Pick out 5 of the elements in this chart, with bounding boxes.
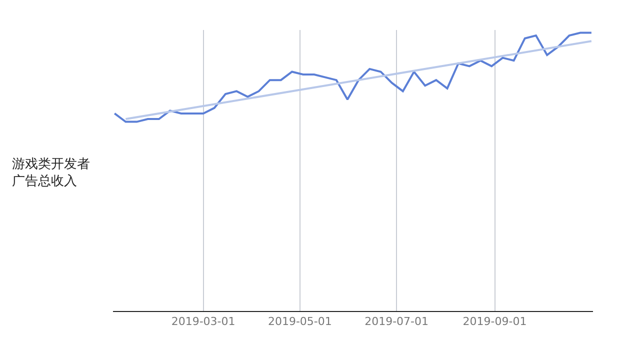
x-tick-label: 2019-09-01 xyxy=(462,315,527,328)
y-axis-title: 游戏类开发者广告总收入 xyxy=(12,157,90,189)
x-tick-label: 2019-05-01 xyxy=(268,315,332,328)
x-tick-label: 2019-07-01 xyxy=(364,315,429,328)
x-tick-label: 2019-03-01 xyxy=(171,315,236,328)
